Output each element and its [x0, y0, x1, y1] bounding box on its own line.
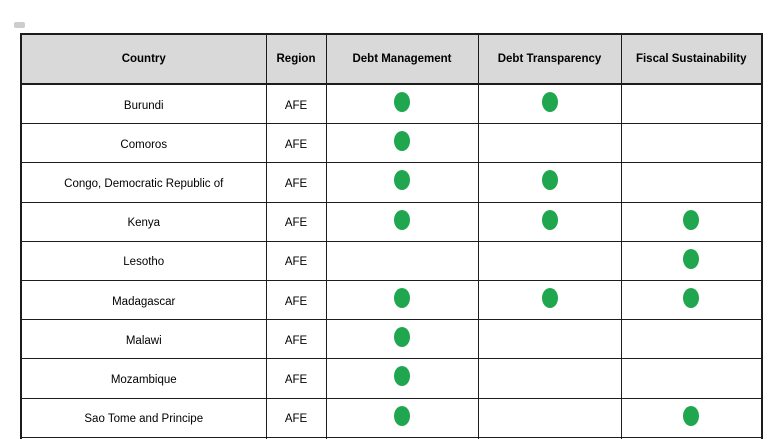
table-row: Madagascar AFE [20, 279, 763, 321]
region-cell: AFE [265, 358, 327, 399]
debt-transparency-cell [477, 162, 622, 203]
table-row: Congo, Democratic Republic of AFE [20, 162, 763, 203]
debt-management-cell [325, 319, 479, 360]
green-dot-icon [541, 92, 558, 113]
debt-management-cell [325, 83, 479, 125]
green-dot-icon [394, 170, 410, 191]
partial-row [20, 436, 763, 439]
debt-indicators-table: Country Region Debt Management Debt Tran… [20, 33, 763, 439]
fiscal-sustainability-cell [620, 201, 763, 242]
fiscal-sustainability-cell [620, 240, 763, 281]
green-dot-icon [683, 288, 700, 309]
green-dot-icon [683, 405, 700, 426]
table-body: Burundi AFE Comoros AFE Congo, Democratic Re… [20, 83, 763, 439]
fiscal-sustainability-cell [620, 162, 763, 203]
green-dot-icon [394, 92, 410, 113]
fiscal-sustainability-cell [620, 319, 763, 360]
debt-transparency-cell [477, 358, 622, 399]
green-dot-icon [683, 248, 700, 269]
debt-transparency-cell [477, 240, 622, 281]
fiscal-sustainability-cell [620, 123, 763, 164]
debt-management-cell [325, 162, 479, 203]
green-dot-icon [394, 405, 410, 426]
corner-artifact [14, 22, 25, 28]
column-header-debt-transparency: Debt Transparency [477, 33, 622, 85]
debt-transparency-cell [477, 83, 622, 125]
debt-transparency-cell [477, 123, 622, 164]
debt-management-cell [325, 123, 479, 164]
region-cell: AFE [265, 279, 327, 321]
green-dot-icon [541, 288, 558, 309]
column-header-region: Region [265, 33, 327, 85]
debt-management-cell [325, 279, 479, 321]
table-header: Country Region Debt Management Debt Tran… [20, 33, 763, 85]
green-dot-icon [394, 327, 410, 348]
green-dot-icon [394, 209, 410, 230]
table-row: Kenya AFE [20, 201, 763, 242]
fiscal-sustainability-cell [620, 83, 763, 125]
region-cell: AFE [265, 319, 327, 360]
green-dot-icon [683, 209, 700, 230]
country-cell: Madagascar [20, 279, 267, 321]
header-row: Country Region Debt Management Debt Tran… [20, 33, 763, 85]
country-cell: Congo, Democratic Republic of [20, 162, 267, 203]
green-dot-icon [394, 366, 410, 387]
debt-transparency-cell [477, 279, 622, 321]
region-cell: AFE [265, 201, 327, 242]
debt-management-cell [325, 240, 479, 281]
country-cell: Comoros [20, 123, 267, 164]
country-cell: Mozambique [20, 358, 267, 399]
fiscal-sustainability-cell [620, 397, 763, 438]
column-header-fiscal-sustainability: Fiscal Sustainability [620, 33, 763, 85]
country-cell: Burundi [20, 83, 267, 125]
debt-management-cell [325, 201, 479, 242]
country-cell: Lesotho [20, 240, 267, 281]
country-cell: Malawi [20, 319, 267, 360]
country-cell: Kenya [20, 201, 267, 242]
debt-transparency-cell [477, 319, 622, 360]
green-dot-icon [394, 131, 410, 152]
table-row: Burundi AFE [20, 83, 763, 125]
column-header-debt-management: Debt Management [325, 33, 479, 85]
table-row: Comoros AFE [20, 123, 763, 164]
table-row: Sao Tome and Principe AFE [20, 397, 763, 438]
debt-management-cell [325, 397, 479, 438]
green-dot-icon [394, 288, 410, 309]
debt-transparency-cell [477, 397, 622, 438]
debt-management-cell [325, 358, 479, 399]
fiscal-sustainability-cell [620, 279, 763, 321]
region-cell: AFE [265, 397, 327, 438]
green-dot-icon [541, 209, 558, 230]
country-cell: Sao Tome and Principe [20, 397, 267, 438]
table-row: Malawi AFE [20, 319, 763, 360]
region-cell: AFE [265, 83, 327, 125]
region-cell: AFE [265, 123, 327, 164]
empty-cell [620, 436, 763, 439]
region-cell: AFE [265, 162, 327, 203]
fiscal-sustainability-cell [620, 358, 763, 399]
table-row: Mozambique AFE [20, 358, 763, 399]
green-dot-icon [541, 170, 558, 191]
table-row: Lesotho AFE [20, 240, 763, 281]
debt-transparency-cell [477, 201, 622, 242]
region-cell: AFE [265, 240, 327, 281]
column-header-country: Country [20, 33, 267, 85]
